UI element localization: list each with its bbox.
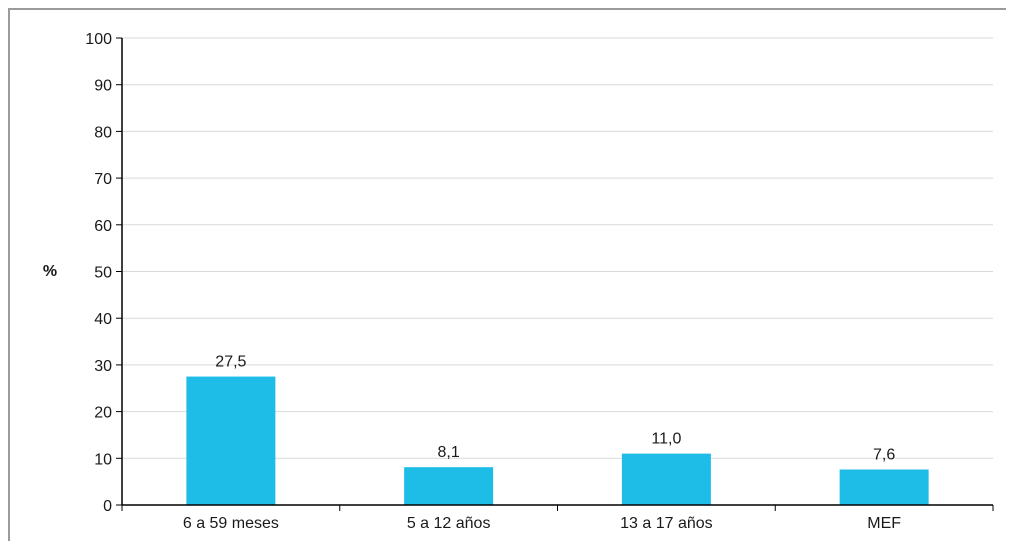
- y-axis-title: %: [43, 263, 57, 280]
- bar: [839, 469, 929, 505]
- bar-value-label: 8,1: [438, 444, 460, 461]
- y-tick-label: 10: [94, 451, 112, 468]
- bars: [186, 376, 929, 505]
- bar-value-label: 11,0: [651, 431, 681, 448]
- category-label: 6 a 59 meses: [183, 515, 279, 532]
- bar: [621, 453, 711, 505]
- bar-value-label: 7,6: [873, 447, 895, 464]
- y-tick-label: 60: [94, 218, 112, 235]
- y-tick-label: 30: [94, 358, 112, 375]
- bar: [404, 467, 494, 505]
- y-tick-label: 100: [85, 31, 112, 48]
- category-label: 13 a 17 años: [620, 515, 713, 532]
- labels: 0 10 20 30 40 50 60 70 80 90 100 27,5 6 a 59 meses 8,…: [85, 31, 901, 532]
- axes: [116, 37, 994, 511]
- y-tick-label: 20: [94, 405, 112, 422]
- y-tick-label: 80: [94, 124, 112, 141]
- y-tick-label: 0: [103, 498, 112, 515]
- gridlines: [122, 37, 993, 459]
- bar-value-label: 27,5: [215, 354, 246, 371]
- y-tick-label: 40: [94, 311, 112, 328]
- y-tick-label: 90: [94, 78, 112, 95]
- y-tick-label: 50: [94, 265, 112, 282]
- chart-frame: [8, 8, 1006, 541]
- y-tick-label: 70: [94, 171, 112, 188]
- category-label: 5 a 12 años: [407, 515, 491, 532]
- bar: [186, 376, 276, 505]
- category-label: MEF: [867, 515, 901, 532]
